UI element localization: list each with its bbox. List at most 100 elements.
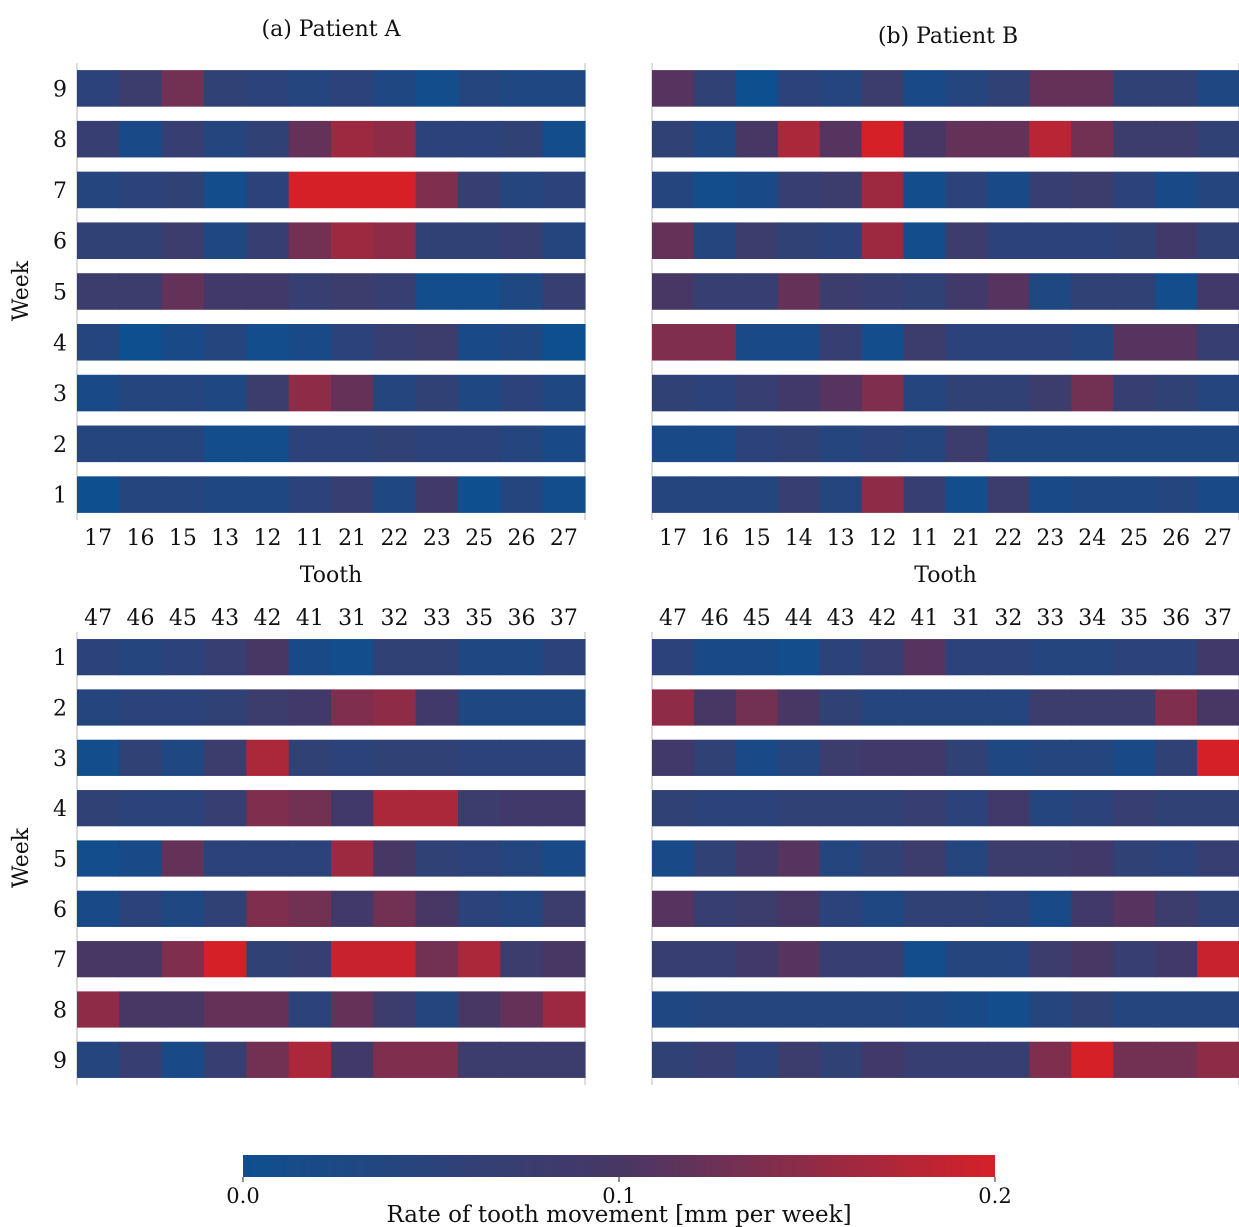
heatmap-cell bbox=[1197, 1041, 1239, 1078]
heatmap-cell bbox=[288, 739, 332, 776]
heatmap-cell bbox=[903, 70, 947, 107]
heatmap-cell bbox=[458, 476, 501, 513]
heatmap-cell bbox=[373, 425, 417, 463]
tooth-tick-label: 12 bbox=[869, 526, 897, 551]
heatmap-cell bbox=[1155, 222, 1198, 259]
heatmap-cell bbox=[652, 171, 695, 209]
heatmap-cell bbox=[987, 70, 1030, 107]
heatmap-cell bbox=[415, 171, 459, 209]
week-tick-label: 6 bbox=[53, 898, 67, 923]
heatmap-cell bbox=[542, 425, 586, 463]
tooth-tick-label: 25 bbox=[465, 526, 493, 551]
heatmap-cell bbox=[735, 70, 779, 107]
heatmap-cell bbox=[945, 374, 989, 412]
tooth-tick-label: 27 bbox=[550, 526, 578, 551]
heatmap-cell bbox=[652, 790, 695, 827]
heatmap-cell bbox=[1155, 840, 1198, 877]
heatmap-cell bbox=[819, 739, 863, 776]
heatmap-cell bbox=[735, 324, 779, 361]
heatmap-cell bbox=[331, 273, 374, 310]
tooth-tick-label: 16 bbox=[701, 526, 729, 551]
heatmap-cell bbox=[945, 840, 989, 877]
heatmap-cell bbox=[1071, 222, 1114, 259]
heatmap-cell bbox=[542, 991, 586, 1028]
heatmap-cell bbox=[945, 689, 989, 726]
heatmap-cell bbox=[331, 120, 374, 158]
heatmap-cell bbox=[77, 689, 120, 726]
heatmap-cell bbox=[652, 840, 695, 877]
heatmap-cell bbox=[204, 324, 247, 361]
heatmap-cell bbox=[1113, 70, 1156, 107]
heatmap-cell bbox=[903, 639, 947, 676]
tooth-tick-label: 26 bbox=[1162, 526, 1190, 551]
heatmap-cell bbox=[1071, 840, 1114, 877]
heatmap-cell bbox=[693, 425, 737, 463]
heatmap-cell bbox=[161, 890, 205, 927]
heatmap-cell bbox=[119, 1041, 163, 1078]
heatmap-cell bbox=[1071, 991, 1114, 1028]
heatmap-cell bbox=[819, 324, 863, 361]
heatmap-cell bbox=[903, 425, 947, 463]
heatmap-cell bbox=[945, 1041, 989, 1078]
heatmap-panel: (b) Patient B 17 16 15 14 13 12 11 21 22 23 24 25 26 2… bbox=[651, 24, 1239, 588]
heatmap-cell bbox=[500, 171, 544, 209]
week-tick-label: 4 bbox=[53, 797, 67, 822]
heatmap-cell bbox=[735, 840, 779, 877]
heatmap-cell bbox=[373, 739, 417, 776]
heatmap-cell bbox=[415, 840, 459, 877]
week-tick-label: 9 bbox=[53, 77, 67, 102]
heatmap-cell bbox=[987, 476, 1030, 513]
heatmap-cell bbox=[819, 1041, 863, 1078]
heatmap-cell bbox=[119, 171, 163, 209]
heatmap-cell bbox=[861, 425, 905, 463]
heatmap-cell bbox=[1071, 273, 1114, 310]
heatmap-cell bbox=[777, 689, 821, 726]
heatmap-cell bbox=[373, 840, 417, 877]
heatmap-cell bbox=[119, 476, 163, 513]
heatmap-cell bbox=[903, 840, 947, 877]
heatmap-cell bbox=[819, 890, 863, 927]
heatmap-cell bbox=[542, 476, 586, 513]
heatmap-cell bbox=[373, 70, 417, 107]
heatmap-cell bbox=[777, 639, 821, 676]
heatmap-cell bbox=[331, 222, 374, 259]
heatmap-cell bbox=[777, 890, 821, 927]
tooth-tick-label: 13 bbox=[827, 526, 855, 551]
heatmap-cell bbox=[1071, 425, 1114, 463]
heatmap-cell bbox=[1113, 890, 1156, 927]
heatmap-cell bbox=[288, 790, 332, 827]
heatmap-cell bbox=[652, 689, 695, 726]
heatmap-cell bbox=[735, 273, 779, 310]
heatmap-cell bbox=[331, 739, 374, 776]
heatmap-cell bbox=[1029, 120, 1072, 158]
heatmap-cell bbox=[945, 639, 989, 676]
heatmap-cell bbox=[1113, 689, 1156, 726]
heatmap-cell bbox=[1029, 840, 1072, 877]
heatmap-cell bbox=[945, 70, 989, 107]
heatmap-cell bbox=[542, 890, 586, 927]
heatmap-cell bbox=[819, 991, 863, 1028]
heatmap-cell bbox=[458, 425, 501, 463]
week-tick-label: 7 bbox=[53, 179, 67, 204]
heatmap-cell bbox=[735, 425, 779, 463]
heatmap-cell bbox=[1113, 790, 1156, 827]
heatmap-cell bbox=[945, 476, 989, 513]
heatmap-cell bbox=[819, 790, 863, 827]
heatmap-cell bbox=[652, 120, 695, 158]
tooth-tick-label: 44 bbox=[785, 606, 813, 631]
heatmap-cell bbox=[288, 120, 332, 158]
heatmap-cell bbox=[1155, 70, 1198, 107]
heatmap-cell bbox=[693, 374, 737, 412]
heatmap-cell bbox=[861, 273, 905, 310]
heatmap-cell bbox=[1113, 374, 1156, 412]
heatmap-cell bbox=[777, 739, 821, 776]
heatmap-cell bbox=[331, 476, 374, 513]
tooth-tick-label: 47 bbox=[84, 606, 112, 631]
heatmap-cell bbox=[500, 689, 544, 726]
heatmap-cell bbox=[1113, 1041, 1156, 1078]
heatmap-cell bbox=[1071, 374, 1114, 412]
heatmap-cell bbox=[1155, 324, 1198, 361]
heatmap-cell bbox=[1071, 70, 1114, 107]
tooth-tick-label: 36 bbox=[508, 606, 536, 631]
heatmap-cell bbox=[246, 790, 290, 827]
